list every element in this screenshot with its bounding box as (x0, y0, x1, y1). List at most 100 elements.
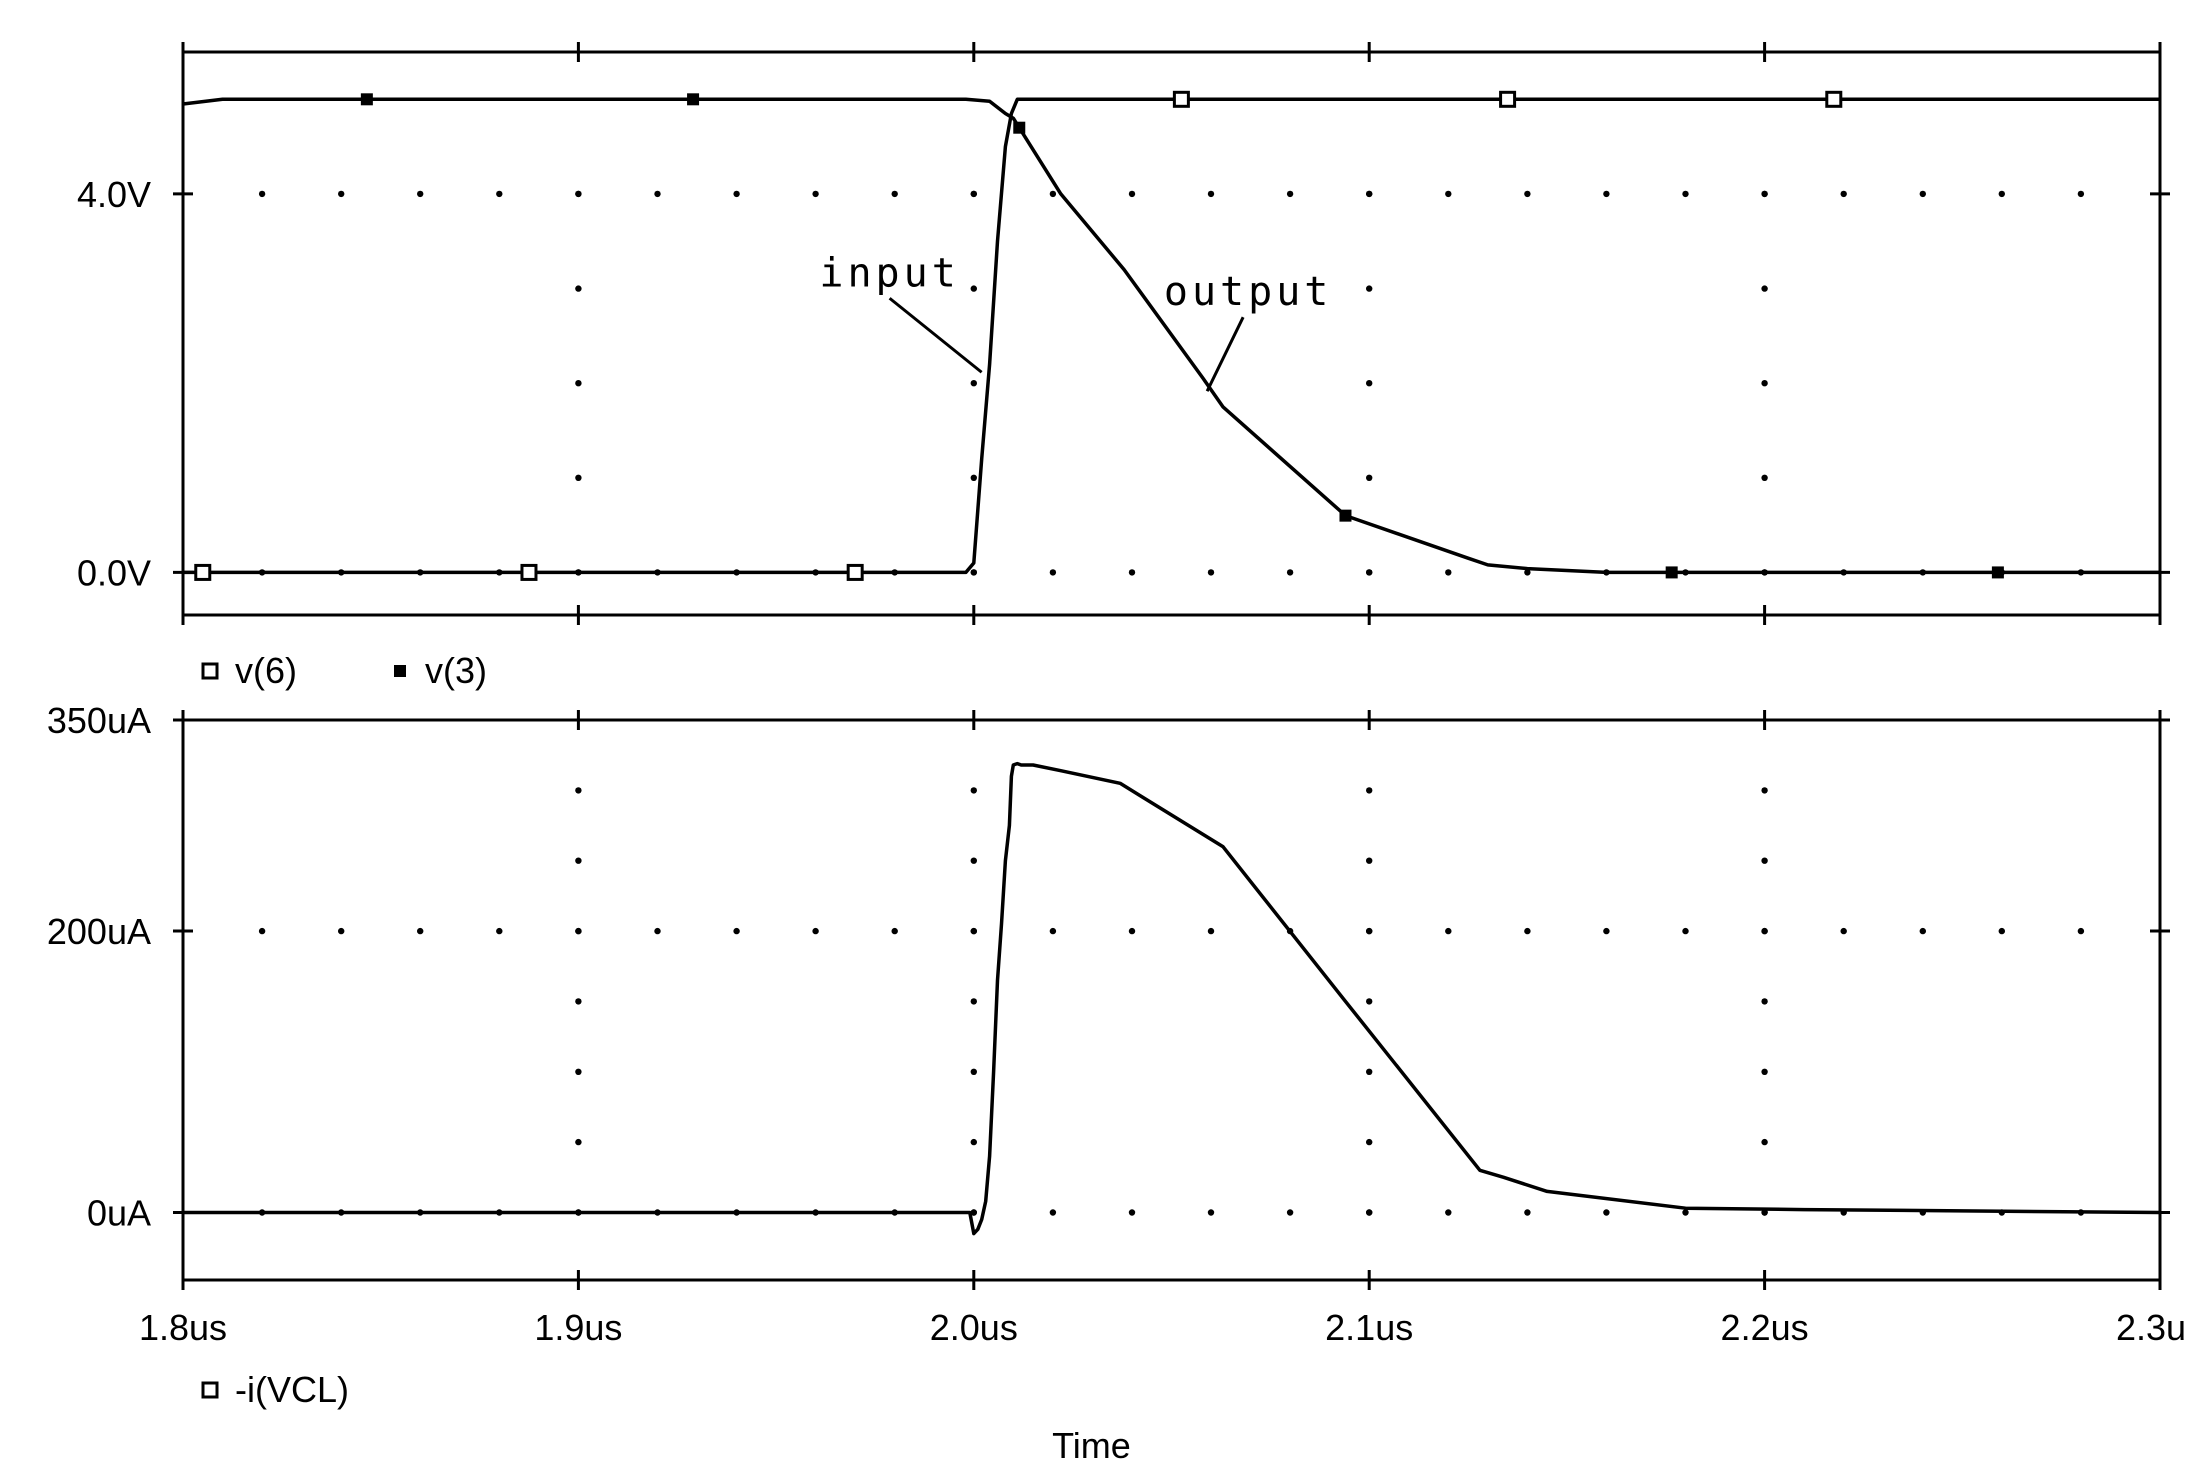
bottom-grid (258, 787, 2085, 1216)
top-grid-dot (575, 190, 582, 198)
bottom-grid-dot (1366, 787, 1373, 794)
x-tick-label: 1.8us (139, 1307, 227, 1348)
top-grid-dot (733, 190, 740, 198)
bottom-y-tick-label: 0uA (87, 1192, 151, 1233)
top-grid-dot (1207, 190, 1215, 198)
bottom-grid-dot (1998, 927, 2006, 935)
top-legend: v(6) v(3) (201, 650, 487, 691)
bottom-series-lines (183, 761, 2161, 1236)
bottom-grid-dot (970, 927, 977, 935)
bottom-grid-dot (970, 1209, 977, 1216)
marker-v3 (1013, 121, 1026, 134)
bottom-grid-dot (1128, 1209, 1136, 1216)
annotation-leader (1205, 316, 1245, 392)
marker-v6 (846, 563, 864, 581)
bottom-y-tick-label: 200uA (47, 911, 151, 952)
bottom-grid-dot (970, 1068, 977, 1076)
bottom-grid-dot (1445, 1209, 1452, 1216)
top-grid-dot (1524, 569, 1531, 576)
top-grid-dot (1682, 190, 1689, 198)
top-grid-dot (1128, 569, 1136, 576)
bottom-grid-dot (1286, 1209, 1294, 1216)
top-annotations: input output (819, 250, 1333, 392)
bottom-grid-dot (1603, 1209, 1610, 1216)
bottom-grid-dot (1603, 927, 1610, 935)
bottom-grid-dot (1366, 1138, 1373, 1146)
bottom-grid-dot (2077, 927, 2085, 935)
top-grid-dot (1761, 285, 1768, 292)
top-grid-dot (970, 285, 977, 292)
x-axis-label: Time (1052, 1425, 1131, 1466)
bottom-frame (181, 710, 2162, 1290)
x-tick-label: 2.0us (930, 1307, 1018, 1348)
top-grid-dot (1366, 569, 1373, 576)
top-grid-dot (970, 474, 977, 481)
top-grid-dot (1286, 190, 1294, 198)
annotation-label: output (1164, 269, 1333, 315)
top-grid-dot (1207, 569, 1215, 576)
top-grid-dot (1603, 190, 1610, 198)
bottom-grid-dot (1761, 787, 1768, 794)
top-grid-dot (970, 380, 977, 387)
marker-v6 (1172, 90, 1190, 108)
marker-v3 (687, 93, 700, 106)
top-grid-dot (1761, 380, 1768, 387)
bottom-grid-dot (1207, 1209, 1215, 1216)
bottom-legend: -i(VCL) (201, 1369, 349, 1410)
top-y-tick-label: 4.0V (77, 174, 151, 215)
bottom-grid-dot (1207, 927, 1215, 935)
bottom-grid-dot (575, 927, 582, 935)
top-legend-label: v(6) (235, 650, 297, 691)
marker-v3 (1991, 566, 2004, 579)
bottom-legend-label: -i(VCL) (235, 1369, 349, 1410)
top-panel: 0.0V 4.0V input output v(6) v(3) (77, 42, 2170, 691)
bottom-grid-dot (1366, 1209, 1373, 1216)
top-grid-dot (496, 190, 503, 198)
top-grid-dot (338, 190, 345, 198)
bottom-x-ticks: 1.8us 1.9us 2.0us 2.1us 2.2us 2.3us (139, 1307, 2186, 1348)
bottom-grid-dot (1919, 927, 1927, 935)
series-line-v3 (182, 97, 2160, 575)
top-grid-dot (1366, 285, 1373, 292)
bottom-grid-dot (970, 857, 977, 864)
top-grid-dot (654, 190, 661, 198)
bottom-grid-dot (1366, 857, 1373, 864)
top-grid-dot (258, 190, 266, 198)
marker-v3 (360, 93, 373, 106)
top-grid-dot (417, 190, 424, 198)
top-series-markers (194, 90, 2004, 581)
top-legend-label: v(3) (425, 650, 487, 691)
top-grid-dot (2077, 190, 2085, 198)
bottom-grid-dot (575, 998, 582, 1005)
top-grid-dot (1761, 474, 1768, 481)
bottom-grid-dot (1682, 1209, 1689, 1216)
bottom-grid-dot (1761, 1138, 1768, 1146)
top-y-tick-label: 0.0V (77, 552, 151, 593)
top-grid-dot (812, 190, 819, 198)
bottom-panel: 0uA 200uA 350uA 1.8us 1.9us 2.0us 2.1us 2.2us 2… (47, 700, 2186, 1466)
bottom-grid-dot (733, 927, 740, 935)
bottom-grid-dot (575, 1068, 582, 1076)
bottom-y-tick-label: 350uA (47, 700, 151, 741)
top-grid-dot (970, 569, 977, 576)
top-grid (258, 190, 2085, 576)
x-tick-label: 2.1us (1325, 1307, 1413, 1348)
bottom-grid-dot (654, 927, 661, 935)
bottom-grid-dot (1366, 1068, 1373, 1076)
marker-v3 (1665, 566, 1678, 579)
bottom-grid-dot (1445, 927, 1452, 935)
bottom-grid-dot (1761, 927, 1768, 935)
top-y-ticks: 0.0V 4.0V (77, 174, 2170, 593)
top-grid-dot (575, 285, 582, 292)
bottom-grid-dot (496, 927, 503, 935)
top-grid-dot (891, 190, 898, 198)
series-line-v6 (183, 97, 2160, 575)
bottom-grid-dot (970, 787, 977, 794)
bottom-legend-marker (201, 1381, 219, 1399)
bottom-grid-dot (417, 927, 424, 935)
x-tick-label: 1.9us (534, 1307, 622, 1348)
top-grid-dot (575, 380, 582, 387)
bottom-grid-dot (1761, 998, 1768, 1005)
bottom-grid-dot (258, 927, 266, 935)
